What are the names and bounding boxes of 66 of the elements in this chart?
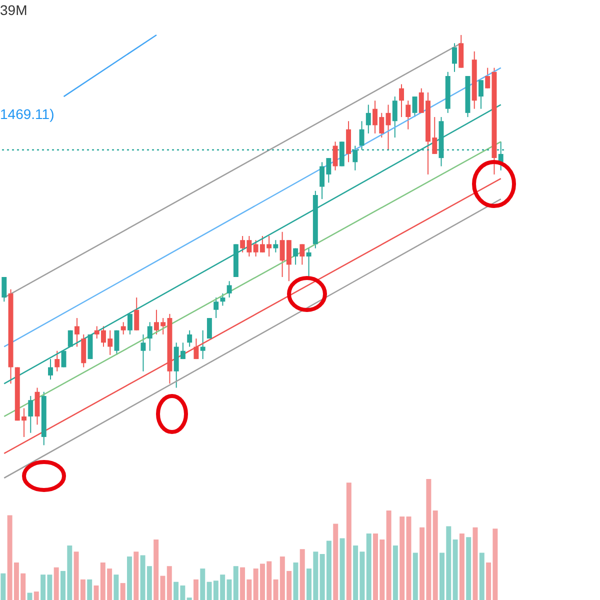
candlestick: [452, 42, 457, 72]
bar: [87, 579, 92, 600]
bar: [406, 516, 412, 600]
candlestick: [392, 96, 398, 138]
bar: [472, 527, 478, 600]
candlestick: [226, 280, 232, 298]
candlestick: [194, 338, 199, 360]
bar: [479, 552, 484, 600]
candlestick: [2, 276, 7, 302]
bar: [200, 568, 206, 600]
bar: [412, 552, 418, 600]
candlestick: [300, 244, 305, 266]
bar: [27, 592, 32, 600]
candlestick: [28, 395, 34, 434]
candlestick: [293, 248, 298, 266]
bar: [366, 533, 372, 600]
candlestick: [214, 297, 219, 319]
bar: [114, 574, 119, 600]
bar: [193, 579, 198, 600]
candlestick: [406, 100, 411, 130]
candlestick: [147, 322, 152, 352]
bar: [54, 567, 59, 600]
candlestick: [48, 358, 53, 380]
bar: [233, 566, 238, 600]
candlestick: [140, 334, 146, 372]
bar: [34, 592, 39, 600]
candlestick: [386, 104, 391, 150]
bar: [120, 583, 126, 600]
bar: [333, 524, 338, 600]
candlestick: [187, 330, 192, 348]
candlestick: [68, 330, 73, 348]
text: 39M: [0, 2, 28, 18]
candlestick: [399, 84, 404, 118]
bar: [94, 585, 99, 600]
bar: [0, 573, 6, 600]
bar: [452, 540, 458, 600]
bar: [293, 562, 298, 600]
annotation: 1469.11): [0, 106, 54, 122]
bar: [432, 510, 438, 600]
bar: [400, 516, 405, 600]
bar: [346, 482, 352, 600]
bar: [386, 510, 392, 600]
candlestick: [306, 248, 312, 278]
candlestick: [220, 292, 226, 306]
candlestick: [478, 80, 484, 110]
candlestick: [74, 318, 80, 348]
candlestick: [332, 141, 338, 171]
candlestick: [206, 318, 212, 340]
bar: [466, 537, 472, 600]
candlestick: [200, 330, 206, 360]
candlestick: [412, 96, 418, 118]
bar: [459, 533, 464, 600]
bar: [166, 566, 172, 600]
candlestick: [127, 313, 132, 335]
bar: [340, 538, 345, 600]
bar: [127, 556, 132, 600]
candlestick: [134, 297, 140, 331]
candlestick: [61, 350, 66, 368]
candlestick: [273, 240, 278, 253]
candlestick: [54, 350, 60, 372]
bar: [392, 546, 398, 600]
bar: [300, 549, 305, 600]
candlestick: [366, 104, 371, 134]
candlestick: [120, 322, 126, 335]
candlestick: [114, 330, 120, 356]
bar: [134, 552, 139, 600]
